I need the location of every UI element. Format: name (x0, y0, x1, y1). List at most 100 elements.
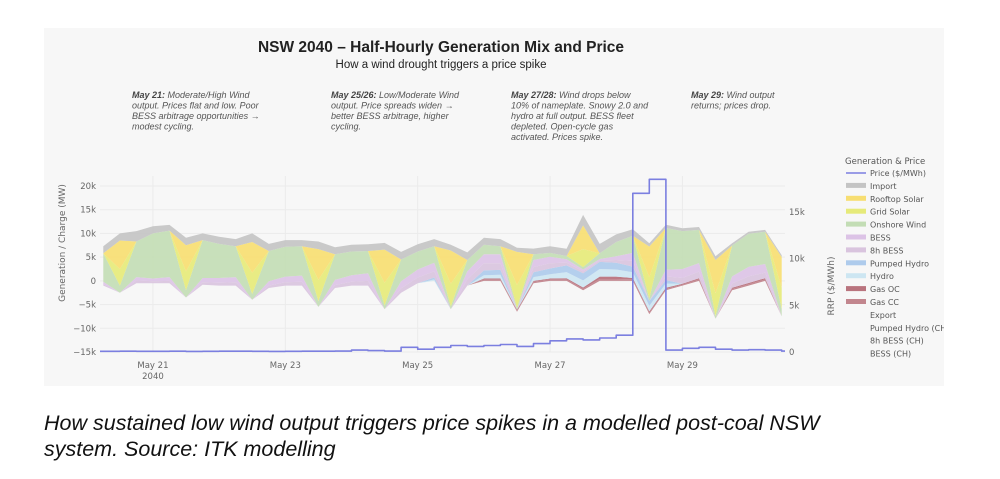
x-tick-sublabel: 2040 (142, 372, 164, 382)
legend-item[interactable]: Pumped Hydro (CH) (846, 324, 944, 333)
legend-item[interactable]: Rooftop Solar (846, 195, 924, 204)
annotation-line: output. Price spreads widen → (331, 101, 454, 111)
chart-svg: NSW 2040 – Half-Hourly Generation Mix an… (58, 39, 944, 382)
legend-label: Hydro (870, 272, 894, 281)
y2-axis-title: RRP ($/MWh) (827, 257, 837, 316)
chart-subtitle: How a wind drought triggers a price spik… (336, 59, 547, 71)
area-rooftop-solar (103, 225, 782, 294)
legend-item[interactable]: Hydro (846, 272, 894, 281)
y-tick-label: −15k (73, 348, 96, 358)
stacked-areas (103, 214, 782, 319)
area-onshore-wind (103, 228, 782, 319)
chart-figure: NSW 2040 – Half-Hourly Generation Mix an… (44, 28, 944, 386)
x-tick-label: May 27 (535, 361, 566, 371)
legend-item[interactable]: Price ($/MWh) (846, 169, 926, 178)
legend-label: BESS (CH) (870, 350, 911, 359)
legend-title: Generation & Price (845, 157, 925, 167)
annotation-date: May 25/26: (331, 90, 379, 100)
annotation-line: modest cycling. (132, 122, 194, 132)
x-tick-label: May 21 (137, 361, 168, 371)
legend-label: Grid Solar (870, 208, 910, 217)
annotation-line: 10% of nameplate. Snowy 2.0 and (511, 101, 649, 111)
annotation-line: May 29: Wind output (691, 90, 775, 100)
y-axis-right: 15k 10k 5k 0 (789, 208, 805, 358)
annotation-line: activated. Prices spike. (511, 132, 603, 142)
price-line (100, 178, 785, 353)
legend-item[interactable]: Pumped Hydro (846, 259, 929, 268)
legend-label: Gas OC (870, 285, 900, 294)
annotation-line: output. Prices flat and low. Poor (132, 101, 260, 111)
legend-item[interactable]: 8h BESS (846, 246, 903, 255)
legend-swatch (846, 247, 866, 253)
legend-swatch (846, 299, 866, 304)
legend-item[interactable]: BESS (846, 234, 891, 243)
y-tick-label: 20k (80, 182, 96, 192)
legend-swatch (846, 324, 866, 330)
legend-item[interactable]: Gas CC (846, 298, 899, 307)
y-tick-label: −10k (73, 324, 96, 334)
legend-item[interactable]: Grid Solar (846, 208, 910, 217)
x-tick-label: May 25 (402, 361, 433, 371)
legend-swatch (846, 182, 866, 188)
y-axis-left: 20k 15k 10k 5k 0 −5k −10k −15k (73, 182, 96, 358)
annotation-line: depleted. Open-cycle gas (511, 122, 614, 132)
legend-item[interactable]: 8h BESS (CH) (846, 337, 924, 346)
legend-item[interactable]: Gas OC (846, 285, 900, 294)
legend-label: Rooftop Solar (870, 195, 924, 204)
annotation-date: May 29: (691, 90, 727, 100)
y-tick-label: −5k (79, 301, 97, 311)
legend-swatch (846, 337, 866, 343)
y-axis-title: Generation / Charge (MW) (58, 184, 68, 302)
x-tick-label: May 23 (270, 361, 301, 371)
y2-tick-label: 5k (789, 301, 799, 311)
y2-tick-label: 0 (789, 348, 794, 358)
annotation-line: May 27/28: Wind drops below (511, 90, 631, 100)
legend-label: Pumped Hydro (CH) (870, 324, 944, 333)
legend-label: Price ($/MWh) (870, 169, 926, 178)
legend-label: Onshore Wind (870, 221, 926, 230)
legend-swatch (846, 221, 866, 227)
annotation-line: cycling. (331, 122, 361, 132)
legend-item[interactable]: Onshore Wind (846, 221, 926, 230)
legend-label: Export (870, 311, 896, 320)
y-tick-label: 0 (91, 277, 96, 287)
x-tick-label: May 29 (667, 361, 698, 371)
y2-tick-label: 15k (789, 208, 805, 218)
legend-label: Gas CC (870, 298, 899, 307)
legend-swatch (846, 208, 866, 214)
legend-item[interactable]: Export (846, 311, 896, 320)
area-import (103, 214, 782, 260)
annotation-date: May 21: (132, 90, 168, 100)
legend-swatch (846, 234, 866, 240)
caption-line-1: How sustained low wind output triggers p… (44, 411, 820, 435)
y-tick-label: 5k (86, 253, 96, 263)
legend-label: Import (870, 182, 897, 191)
annotation-date: May 27/28: (511, 90, 559, 100)
annotation-line: hydro at full output. BESS fleet (511, 111, 634, 121)
price-line-group (100, 178, 785, 353)
annotation-line: May 25/26: Low/Moderate Wind (331, 90, 460, 100)
y2-tick-label: 10k (789, 255, 805, 265)
y-tick-label: 10k (80, 229, 96, 239)
legend-label: BESS (870, 234, 891, 243)
legend-swatch (846, 286, 866, 292)
legend: Generation & Price Price ($/MWh) Import Ro… (845, 157, 944, 359)
legend-item[interactable]: Import (846, 182, 897, 191)
legend-swatch (846, 273, 866, 279)
annotation-line: BESS arbitrage opportunities → (132, 111, 260, 121)
legend-item[interactable]: BESS (CH) (846, 350, 911, 359)
legend-swatch (846, 195, 866, 201)
caption-line-2: system. Source: ITK modelling (44, 437, 336, 461)
legend-label: 8h BESS (870, 246, 903, 255)
annotation-line: May 21: Moderate/High Wind (132, 90, 250, 100)
annotation-line: better BESS arbitrage, higher (331, 111, 450, 121)
y-tick-label: 15k (80, 206, 96, 216)
figure-caption: How sustained low wind output triggers p… (44, 410, 994, 462)
chart-title: NSW 2040 – Half-Hourly Generation Mix an… (258, 39, 624, 56)
area-grid-solar (103, 228, 782, 316)
annotation-line: returns; prices drop. (691, 101, 771, 111)
